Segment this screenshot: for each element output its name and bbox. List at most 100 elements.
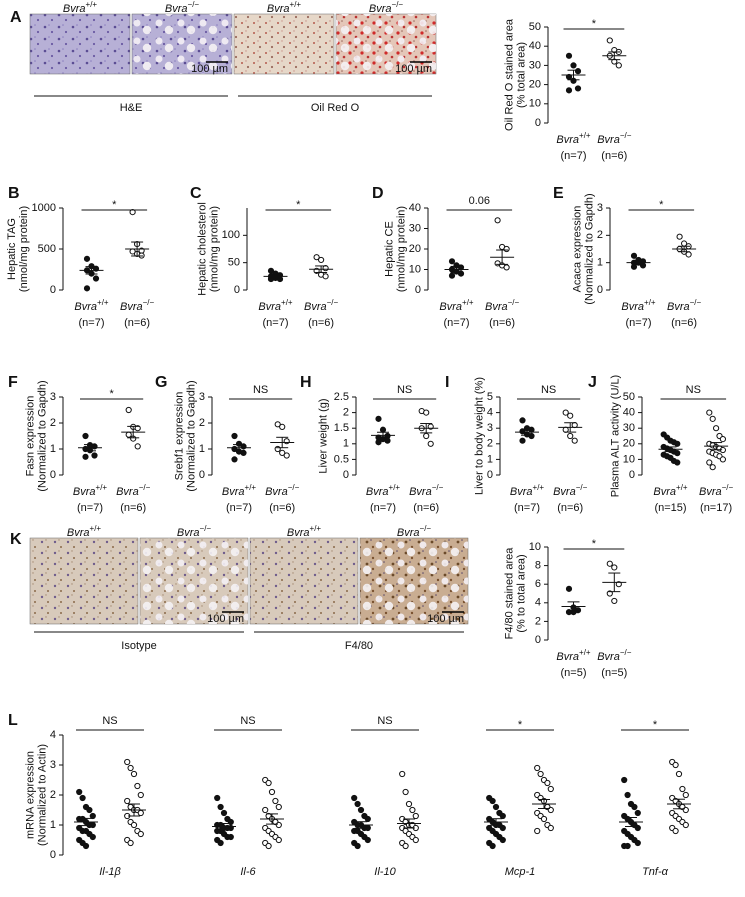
y-axis-label: (Normalized to Actin) <box>37 744 49 846</box>
genotype-label: Bvra−/− <box>597 648 632 663</box>
data-point <box>528 432 535 440</box>
genotype-label: Bvra+/+ <box>287 524 322 539</box>
genotype: +/+ <box>579 131 591 140</box>
y-tick-label: 2 <box>597 229 603 241</box>
data-point <box>402 842 409 850</box>
n-label: (n=7) <box>77 502 103 514</box>
data-point <box>611 597 618 605</box>
n-label: (n=7) <box>263 317 289 329</box>
data-point <box>679 785 686 793</box>
y-axis-label: (nmol/mg protein) <box>18 206 30 292</box>
category-label: Il-1β <box>99 866 121 878</box>
genotype: −/− <box>620 648 632 657</box>
y-tick-label: 3 <box>199 391 205 403</box>
data-point <box>82 842 90 850</box>
y-tick-label: 1 <box>487 453 493 465</box>
gene-name: Bvra <box>222 486 245 498</box>
data-point <box>274 421 281 428</box>
gene-name: Bvra <box>556 651 579 663</box>
significance-label: * <box>112 199 117 211</box>
genotype-label: Bvra−/− <box>597 131 632 146</box>
data-point <box>220 809 228 817</box>
genotype-label: Bvra+/+ <box>73 483 108 498</box>
data-point <box>412 836 419 844</box>
stain-label: Oil Red O <box>311 102 360 114</box>
data-point <box>322 273 329 280</box>
significance-label: NS <box>686 384 701 396</box>
genotype-label: Bvra−/− <box>369 0 404 15</box>
gene-name: Bvra <box>165 3 188 15</box>
data-point <box>544 779 551 787</box>
data-point <box>379 426 387 433</box>
data-point <box>91 452 98 459</box>
data-point <box>682 806 689 814</box>
y-tick-label: 2 <box>535 615 541 627</box>
y-tick-label: 2 <box>50 789 56 801</box>
gene-name: Bvra <box>510 486 533 498</box>
y-tick-label: 4 <box>535 597 541 609</box>
data-point <box>82 453 89 460</box>
genotype-label: Bvra−/− <box>165 0 200 15</box>
data-point <box>719 436 727 443</box>
y-tick-label: 500 <box>38 243 56 255</box>
data-point <box>534 827 541 835</box>
data-point <box>571 421 578 429</box>
vacuoles <box>132 14 232 74</box>
n-label: (n=7) <box>226 502 252 514</box>
y-tick-label: 1000 <box>32 202 56 214</box>
genotype-label: Bvra+/+ <box>439 298 474 313</box>
data-point <box>375 415 382 422</box>
data-point <box>499 812 506 820</box>
y-tick-label: 20 <box>623 438 635 450</box>
y-axis-label: (nmol/mg protein) <box>396 206 408 292</box>
significance-label: * <box>296 199 301 211</box>
gene-name: Bvra <box>120 301 143 313</box>
n-label: (n=6) <box>308 317 334 329</box>
gene-name: Bvra <box>597 651 620 663</box>
y-tick-label: 10 <box>529 541 541 553</box>
genotype: +/+ <box>533 483 545 492</box>
data-point <box>489 842 496 850</box>
gene-name: Bvra <box>485 301 508 313</box>
data-point <box>313 254 320 261</box>
y-tick-label: 10 <box>529 98 541 110</box>
data-point <box>565 585 573 592</box>
genotype-label: Bvra+/+ <box>267 0 302 15</box>
data-point <box>503 264 510 271</box>
n-label: (n=6) <box>124 317 150 329</box>
data-point <box>268 788 276 796</box>
genotype-label: Bvra+/+ <box>222 483 257 498</box>
gene-name: Bvra <box>73 486 96 498</box>
n-label: (n=7) <box>370 502 396 514</box>
panel-letter: G <box>155 374 167 391</box>
gene-name: Bvra <box>287 527 310 539</box>
gene-name: Bvra <box>369 3 392 15</box>
y-axis-label: Liver to body weight (%) <box>474 377 486 495</box>
genotype: −/− <box>508 298 520 307</box>
data-point <box>676 233 683 240</box>
data-point <box>706 409 713 416</box>
genotype: +/+ <box>97 298 109 307</box>
data-point <box>571 437 578 444</box>
genotype-label: Bvra+/+ <box>621 298 656 313</box>
data-point <box>124 758 131 766</box>
panel-letter: D <box>372 185 384 202</box>
y-tick-label: 0.5 <box>334 453 349 465</box>
genotype-label: Bvra+/+ <box>556 131 591 146</box>
genotype: +/+ <box>644 298 656 307</box>
genotype-label: Bvra−/− <box>485 298 520 313</box>
micrograph <box>249 537 359 625</box>
data-point <box>137 791 144 799</box>
data-point <box>137 809 144 817</box>
data-point <box>499 824 506 832</box>
scale-label: 100 µm <box>207 613 244 625</box>
data-point <box>125 406 132 414</box>
data-point <box>79 794 86 802</box>
y-tick-label: 0 <box>629 469 635 481</box>
data-point <box>265 779 272 787</box>
genotype-label: Bvra−/− <box>397 524 432 539</box>
data-point <box>134 443 141 450</box>
gene-name: Bvra <box>699 486 722 498</box>
panel-letter: C <box>190 185 202 202</box>
y-tick-label: 10 <box>409 263 421 275</box>
